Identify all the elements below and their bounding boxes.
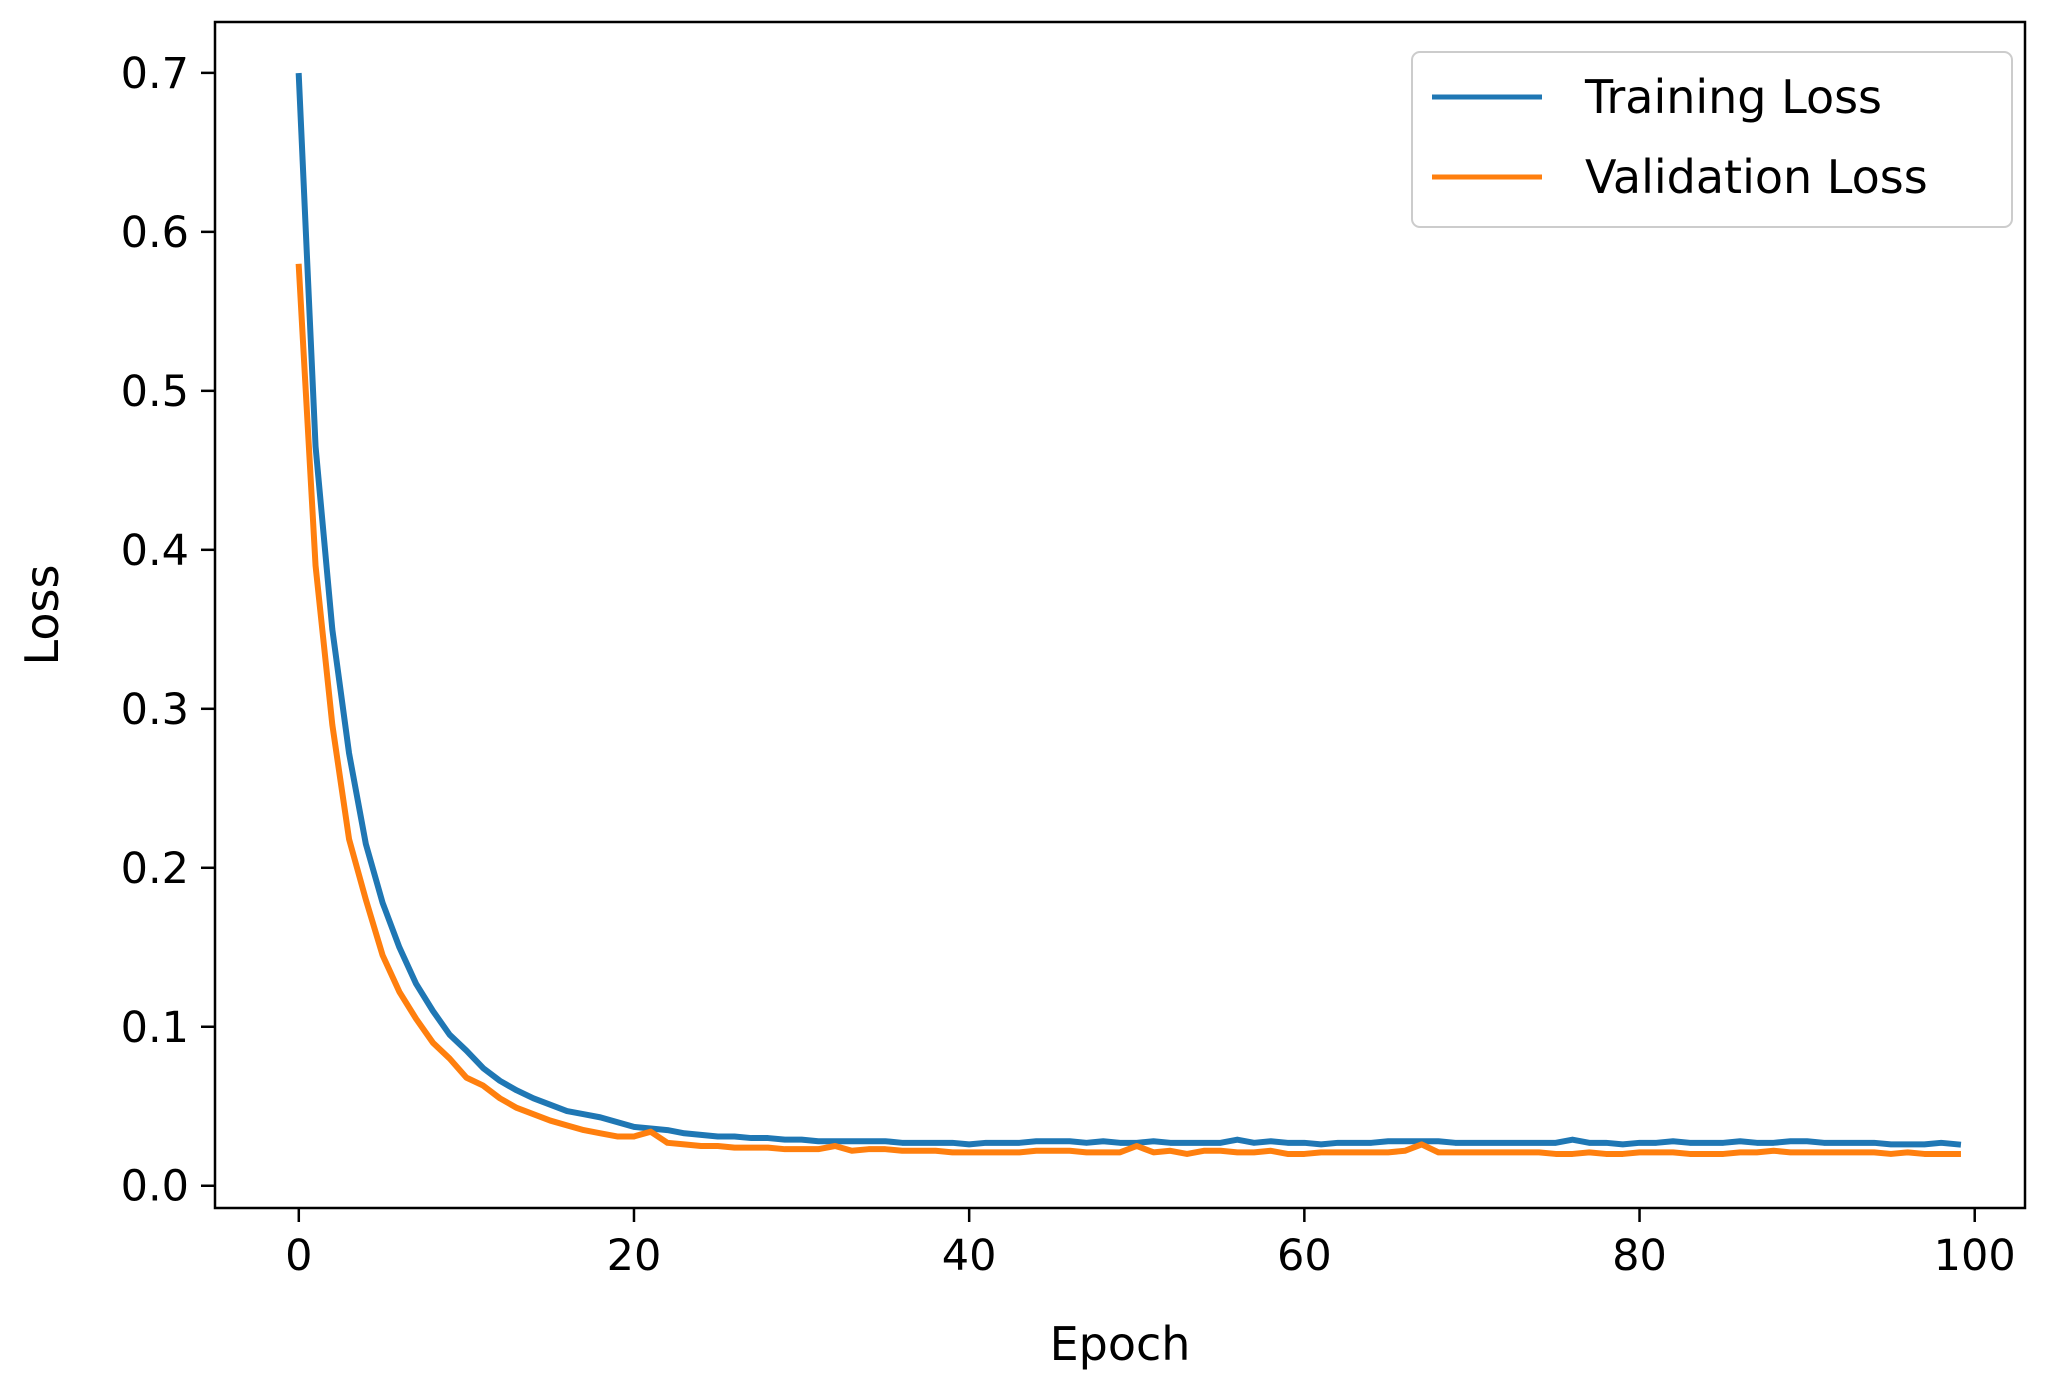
- x-tick-label: 60: [1277, 1231, 1332, 1281]
- x-axis-label: Epoch: [1050, 1317, 1191, 1371]
- legend-label-validation-loss: Validation Loss: [1585, 150, 1928, 204]
- x-tick-label: 40: [942, 1231, 997, 1281]
- plot-frame: [213, 20, 2027, 1210]
- series-line-validation-loss: [295, 263, 1961, 1157]
- y-tick-label: 0.0: [121, 1162, 189, 1212]
- x-tick-label: 20: [607, 1231, 662, 1281]
- y-tick-label: 0.1: [121, 1003, 189, 1053]
- legend: Training Loss Validation Loss: [1411, 51, 2013, 228]
- y-tick-label: 0.4: [121, 526, 189, 576]
- x-tick-label: 80: [1612, 1231, 1667, 1281]
- y-tick-label: 0.2: [121, 844, 189, 894]
- y-axis-label: Loss: [15, 565, 69, 666]
- series-layer: [295, 72, 1962, 1157]
- y-tick-label: 0.3: [121, 685, 189, 735]
- legend-label-training-loss: Training Loss: [1584, 70, 1882, 124]
- x-axis: 0 20 40 60 80 100: [285, 1208, 2016, 1281]
- y-tick-label: 0.6: [121, 208, 189, 258]
- x-tick-label: 0: [285, 1231, 312, 1281]
- legend-box: [1411, 51, 2013, 228]
- series-line-training-loss: [295, 72, 1962, 1148]
- y-tick-label: 0.7: [121, 49, 189, 99]
- y-tick-label: 0.5: [121, 367, 189, 417]
- x-tick-label: 100: [1934, 1231, 2016, 1281]
- y-axis: 0.0 0.1 0.2 0.3 0.4 0.5 0.6 0.7: [121, 49, 215, 1212]
